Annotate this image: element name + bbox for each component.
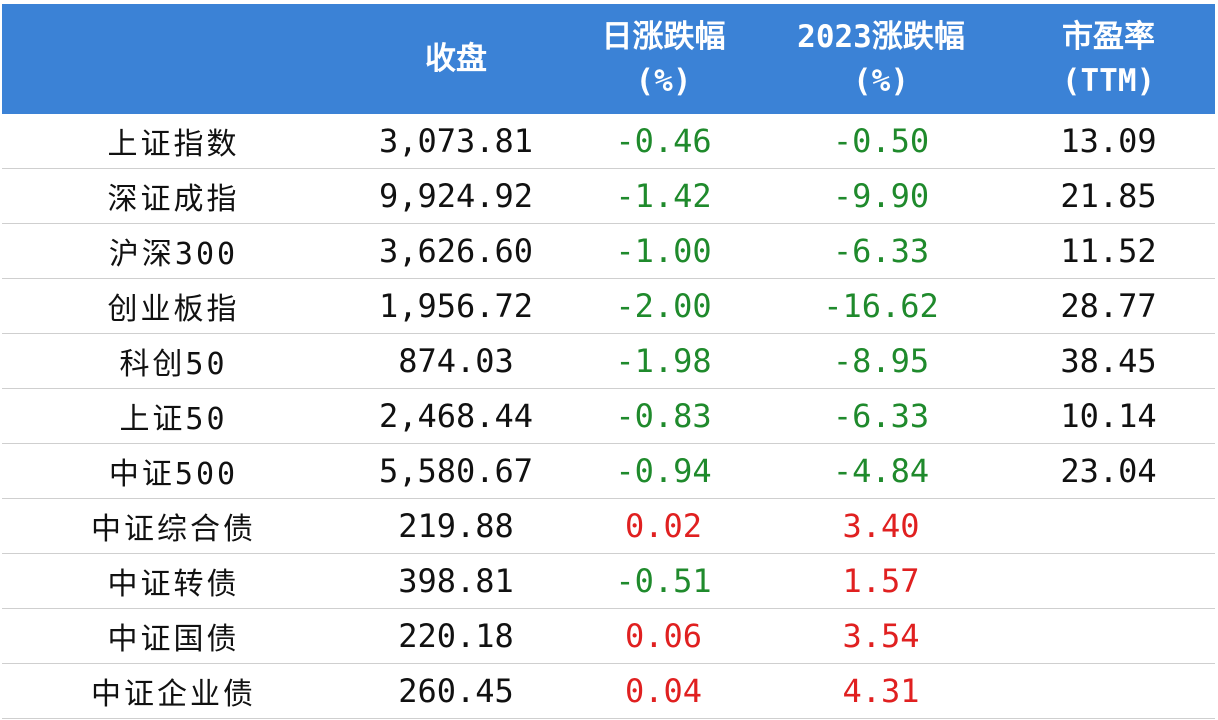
close-value: 220.18	[398, 617, 514, 655]
header-daily-change: 日涨跌幅 (%)	[567, 15, 760, 103]
ytd-change-value: -6.33	[832, 232, 930, 270]
table-row: 中证500 5,580.67 -0.94 -4.84 23.04	[2, 444, 1215, 499]
index-name: 中证综合债	[91, 512, 256, 547]
daily-change-value: -0.51	[615, 562, 712, 600]
index-name: 上证50	[119, 402, 228, 437]
market-index-table: 收盘 日涨跌幅 (%) 2023涨跌幅 (%) 市盈率 (TTM) 上证指数 3…	[2, 4, 1215, 719]
daily-change-value: -0.46	[615, 122, 712, 160]
header-pe-unit: (TTM)	[1061, 63, 1156, 99]
daily-change-value: -1.98	[615, 342, 712, 380]
header-daily-unit: (%)	[635, 63, 692, 99]
close-value: 874.03	[398, 342, 514, 380]
daily-change-value: -2.00	[615, 287, 712, 325]
header-close-label: 收盘	[425, 41, 487, 77]
index-name: 科创50	[119, 347, 228, 382]
daily-change-value: -0.94	[615, 452, 712, 490]
header-pe: 市盈率 (TTM)	[1002, 15, 1215, 103]
pe-value: 38.45	[1060, 342, 1157, 380]
header-ytd-unit: (%)	[853, 63, 909, 99]
daily-change-value: -0.83	[615, 397, 712, 435]
index-name: 沪深300	[108, 237, 239, 272]
pe-value: 21.85	[1060, 177, 1157, 215]
table-row: 深证成指 9,924.92 -1.42 -9.90 21.85	[2, 169, 1215, 224]
header-close: 收盘	[345, 37, 567, 81]
table-row: 上证50 2,468.44 -0.83 -6.33 10.14	[2, 389, 1215, 444]
pe-value: 23.04	[1060, 452, 1157, 490]
table-row: 创业板指 1,956.72 -2.00 -16.62 28.77	[2, 279, 1215, 334]
ytd-change-value: -4.84	[832, 452, 930, 490]
index-name: 中证企业债	[91, 677, 256, 712]
pe-value: 11.52	[1060, 232, 1157, 270]
close-value: 219.88	[398, 507, 514, 545]
header-ytd-change: 2023涨跌幅 (%)	[760, 15, 1002, 103]
pe-value: 28.77	[1060, 287, 1157, 325]
daily-change-value: 0.04	[624, 672, 703, 710]
close-value: 2,468.44	[378, 397, 534, 435]
table-row: 中证转债 398.81 -0.51 1.57	[2, 554, 1215, 609]
pe-value: 10.14	[1060, 397, 1157, 435]
ytd-change-value: -6.33	[832, 397, 930, 435]
index-name: 中证转债	[107, 567, 240, 602]
table-row: 科创50 874.03 -1.98 -8.95 38.45	[2, 334, 1215, 389]
close-value: 3,073.81	[378, 122, 534, 160]
close-value: 5,580.67	[378, 452, 534, 490]
ytd-change-value: -16.62	[823, 287, 939, 325]
table-header: 收盘 日涨跌幅 (%) 2023涨跌幅 (%) 市盈率 (TTM)	[2, 4, 1215, 114]
ytd-change-value: 3.40	[842, 507, 920, 545]
ytd-change-value: 3.54	[842, 617, 920, 655]
ytd-change-value: 1.57	[842, 562, 920, 600]
table-row: 中证企业债 260.45 0.04 4.31	[2, 664, 1215, 719]
header-ytd-label: 2023涨跌幅	[797, 19, 965, 55]
ytd-change-value: 4.31	[842, 672, 920, 710]
index-name: 深证成指	[107, 182, 240, 217]
daily-change-value: 0.06	[624, 617, 703, 655]
index-name: 中证500	[108, 457, 239, 492]
table-row: 沪深300 3,626.60 -1.00 -6.33 11.52	[2, 224, 1215, 279]
close-value: 3,626.60	[378, 232, 534, 270]
daily-change-value: -1.42	[615, 177, 712, 215]
close-value: 1,956.72	[378, 287, 534, 325]
header-pe-label: 市盈率	[1062, 19, 1155, 55]
table-row: 中证综合债 219.88 0.02 3.40	[2, 499, 1215, 554]
ytd-change-value: -8.95	[832, 342, 930, 380]
table-row: 中证国债 220.18 0.06 3.54	[2, 609, 1215, 664]
ytd-change-value: -9.90	[832, 177, 930, 215]
header-daily-label: 日涨跌幅	[601, 19, 726, 55]
close-value: 260.45	[398, 672, 514, 710]
close-value: 398.81	[398, 562, 514, 600]
index-name: 中证国债	[107, 622, 240, 657]
pe-value: 13.09	[1060, 122, 1157, 160]
ytd-change-value: -0.50	[832, 122, 930, 160]
close-value: 9,924.92	[378, 177, 534, 215]
index-name: 创业板指	[107, 292, 240, 327]
daily-change-value: -1.00	[615, 232, 712, 270]
table-row: 上证指数 3,073.81 -0.46 -0.50 13.09	[2, 114, 1215, 169]
index-name: 上证指数	[107, 127, 240, 162]
daily-change-value: 0.02	[624, 507, 703, 545]
